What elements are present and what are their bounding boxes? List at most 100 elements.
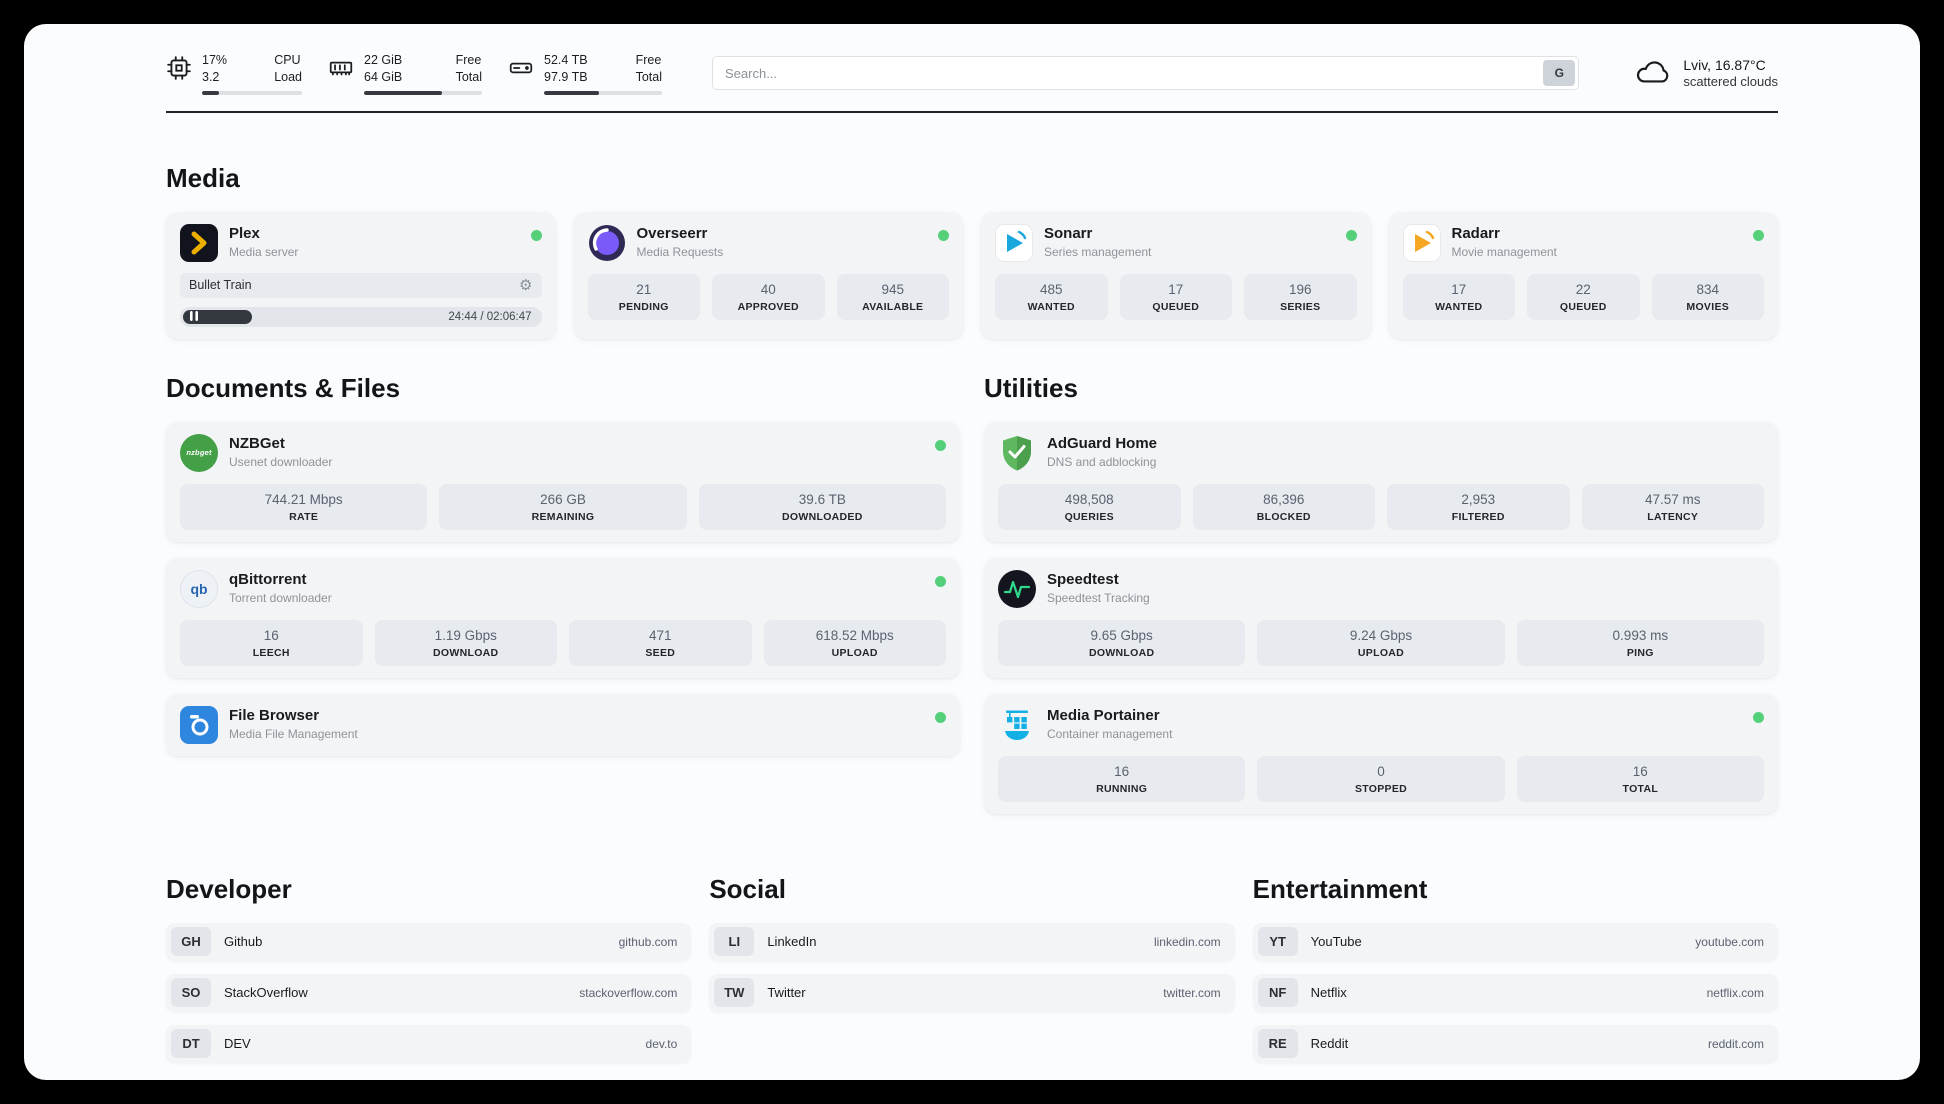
section-title-social: Social: [709, 873, 786, 904]
bookmark-abbr: NF: [1257, 978, 1298, 1008]
overseerr-icon: [588, 224, 626, 262]
bookmark-url: stackoverflow.com: [579, 985, 678, 1000]
bookmark-abbr: LI: [714, 927, 755, 957]
stat-box: 16 RUNNING: [998, 755, 1246, 802]
stat-box: 0 STOPPED: [1257, 755, 1505, 802]
sonarr-card[interactable]: Sonarr Series management 485 WANTED 17 Q…: [981, 211, 1371, 339]
disk-progress-bar: [544, 90, 662, 95]
bookmark-reddit[interactable]: RE Reddit reddit.com: [1252, 1024, 1778, 1063]
app-subtitle: DNS and adblocking: [1047, 454, 1157, 469]
playback-fill: [183, 308, 252, 326]
radarr-card[interactable]: Radarr Movie management 17 WANTED 22 QUE…: [1388, 211, 1778, 339]
speedtest-card[interactable]: Speedtest Speedtest Tracking 9.65 Gbps D…: [984, 557, 1778, 678]
nzbget-card[interactable]: nzbget NZBGet Usenet downloader 744.21 M…: [166, 421, 960, 542]
app-subtitle: Usenet downloader: [229, 454, 333, 469]
status-online-dot: [935, 575, 946, 587]
bookmarks-grid: Developer GH Github github.com SO StackO…: [166, 874, 1778, 1076]
stat-box: 618.52 Mbps UPLOAD: [763, 619, 946, 666]
stat-box: 498,508 QUERIES: [998, 483, 1181, 530]
bookmark-abbr: SO: [171, 978, 211, 1008]
bookmark-name: YouTube: [1310, 934, 1362, 950]
now-playing-row: Bullet Train ⚙: [180, 272, 542, 298]
app-name: qBittorrent: [229, 570, 307, 588]
plex-card[interactable]: Plex Media server Bullet Train ⚙: [166, 211, 556, 339]
cpu-label: CPU: [274, 53, 301, 67]
cpu-progress-bar: [202, 90, 302, 95]
bookmark-abbr: TW: [714, 978, 755, 1008]
overseerr-card[interactable]: Overseerr Media Requests 21 PENDING 40 A…: [573, 211, 963, 339]
bookmark-twitter[interactable]: TW Twitter twitter.com: [709, 973, 1235, 1012]
app-subtitle: Container management: [1047, 726, 1173, 741]
portainer-icon: [998, 706, 1036, 744]
search-bar: G: [712, 56, 1580, 91]
section-title-developer: Developer: [166, 873, 292, 904]
weather-widget: Lviv, 16.87°C scattered clouds: [1633, 56, 1778, 91]
cpu-load-value: 3.2: [202, 69, 220, 84]
qbittorrent-card[interactable]: qb qBittorrent Torrent downloader 16 LEE…: [166, 557, 960, 678]
section-title-media: Media: [166, 162, 240, 193]
portainer-card[interactable]: Media Portainer Container management 16 …: [984, 693, 1778, 814]
bookmark-abbr: YT: [1257, 927, 1298, 957]
bookmark-dev[interactable]: DT DEV dev.to: [166, 1024, 692, 1063]
settings-gear-icon[interactable]: ⚙: [519, 276, 533, 294]
bookmark-netflix[interactable]: NF Netflix netflix.com: [1252, 973, 1778, 1012]
app-name: AdGuard Home: [1047, 434, 1158, 452]
bookmark-url: youtube.com: [1695, 934, 1764, 949]
app-subtitle: Media server: [229, 244, 299, 259]
section-title-documents: Documents & Files: [166, 372, 401, 403]
ram-free-label: Free: [455, 53, 482, 67]
app-name: Speedtest: [1047, 570, 1119, 588]
cpu-monitor-widget: 17% 3.2 CPU Load: [166, 52, 302, 95]
weather-location: Lviv, 16.87°C: [1683, 57, 1766, 74]
stat-box: 86,396 BLOCKED: [1192, 483, 1375, 530]
filebrowser-card[interactable]: File Browser Media File Management: [166, 693, 960, 756]
stat-box: 17 QUEUED: [1119, 273, 1232, 320]
bookmark-linkedin[interactable]: LI LinkedIn linkedin.com: [709, 922, 1235, 961]
bookmark-url: reddit.com: [1707, 1036, 1764, 1051]
playback-progress-bar[interactable]: 24:44 / 02:06:47: [180, 306, 542, 327]
app-name: File Browser: [229, 706, 320, 724]
nzbget-icon: nzbget: [180, 433, 218, 472]
cloud-icon: [1633, 56, 1673, 91]
search-engine-button[interactable]: G: [1543, 60, 1576, 87]
app-name: NZBGet: [229, 434, 285, 452]
bookmark-name: Netflix: [1310, 985, 1347, 1001]
app-name: Plex: [229, 224, 260, 242]
status-online-dot: [1753, 229, 1764, 241]
disk-total-label: Total: [635, 69, 662, 84]
stat-box: 266 GB REMAINING: [439, 483, 687, 530]
app-subtitle: Series management: [1044, 244, 1152, 259]
bookmarks-developer: Developer GH Github github.com SO StackO…: [166, 873, 692, 1076]
playback-time: 24:44 / 02:06:47: [448, 310, 532, 323]
bookmark-url: linkedin.com: [1153, 934, 1221, 949]
stat-box: 39.6 TB DOWNLOADED: [698, 483, 946, 530]
stat-box: 2,953 FILTERED: [1387, 483, 1570, 530]
bookmark-youtube[interactable]: YT YouTube youtube.com: [1252, 922, 1778, 961]
search-input[interactable]: [712, 56, 1580, 91]
stat-box: 1.19 Gbps DOWNLOAD: [374, 619, 557, 666]
app-subtitle: Media File Management: [229, 726, 358, 741]
bookmark-url: github.com: [618, 934, 678, 949]
stat-box: 196 SERIES: [1244, 273, 1357, 320]
adguard-card[interactable]: AdGuard Home DNS and adblocking 498,508 …: [984, 421, 1778, 542]
stat-box: 47.57 ms LATENCY: [1581, 483, 1764, 530]
bookmarks-entertainment: Entertainment YT YouTube youtube.com NF …: [1252, 873, 1778, 1076]
ram-total-value: 64 GiB: [364, 69, 403, 84]
app-subtitle: Speedtest Tracking: [1047, 590, 1150, 605]
status-online-dot: [935, 711, 946, 723]
stat-box: 21 PENDING: [587, 273, 700, 320]
plex-icon: [180, 223, 218, 262]
radarr-icon: [1402, 223, 1441, 262]
memory-monitor-widget: 22 GiB 64 GiB Free Total: [328, 52, 482, 95]
bookmark-github[interactable]: GH Github github.com: [166, 922, 692, 961]
adguard-icon: [998, 434, 1036, 472]
ram-free-value: 22 GiB: [364, 53, 403, 67]
app-name: Overseerr: [636, 224, 708, 242]
section-title-entertainment: Entertainment: [1252, 873, 1428, 904]
utilities-column: Utilities AdGuard Home DNS and adblockin…: [984, 373, 1778, 830]
stat-box: 945 AVAILABLE: [836, 273, 949, 320]
pause-icon[interactable]: [190, 308, 198, 326]
disk-free-value: 52.4 TB: [544, 53, 588, 67]
bookmark-stackoverflow[interactable]: SO StackOverflow stackoverflow.com: [166, 973, 692, 1012]
